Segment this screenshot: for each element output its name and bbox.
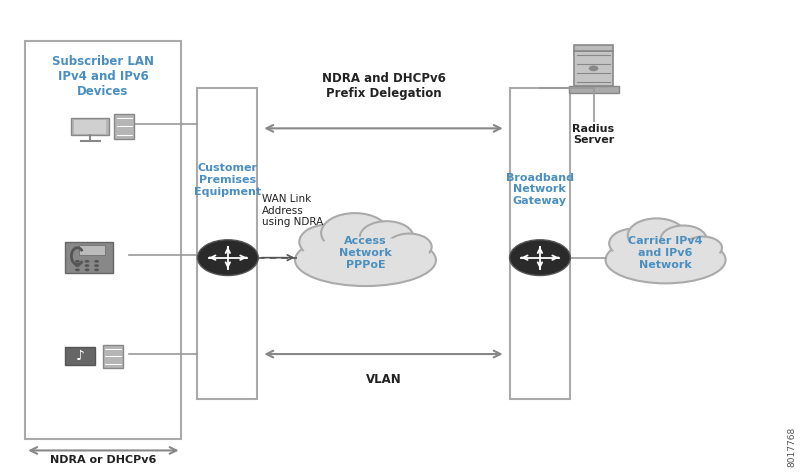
Circle shape — [683, 236, 721, 259]
Ellipse shape — [294, 234, 435, 286]
Text: Access
Network
PPPoE: Access Network PPPoE — [338, 236, 391, 270]
Circle shape — [660, 226, 706, 252]
Ellipse shape — [300, 236, 430, 279]
Bar — [573, 51, 612, 86]
Circle shape — [75, 269, 79, 272]
Bar — [64, 348, 95, 365]
Text: Broadband
Network
Gateway: Broadband Network Gateway — [505, 173, 573, 206]
Circle shape — [627, 219, 685, 252]
Circle shape — [321, 213, 388, 253]
Circle shape — [588, 66, 597, 71]
Bar — [74, 120, 106, 134]
Ellipse shape — [610, 239, 720, 277]
Circle shape — [84, 264, 89, 267]
Text: NDRA or DHCPv6: NDRA or DHCPv6 — [50, 455, 156, 464]
Ellipse shape — [605, 236, 725, 283]
Circle shape — [75, 260, 79, 263]
Circle shape — [94, 264, 99, 267]
Circle shape — [509, 240, 569, 276]
Bar — [65, 242, 113, 273]
Text: VLAN: VLAN — [366, 373, 401, 386]
Text: Carrier IPv4
and IPv6
Network: Carrier IPv4 and IPv6 Network — [627, 236, 702, 270]
Bar — [197, 88, 257, 399]
Text: Customer
Premises
Equipment: Customer Premises Equipment — [193, 164, 261, 197]
Circle shape — [84, 260, 89, 263]
Bar — [71, 117, 109, 135]
Circle shape — [359, 221, 413, 253]
Circle shape — [609, 228, 658, 258]
Circle shape — [84, 269, 89, 272]
Bar — [103, 345, 123, 368]
Bar — [79, 245, 105, 254]
Bar — [573, 45, 612, 51]
Bar — [26, 41, 181, 438]
Circle shape — [94, 269, 99, 272]
Text: 8017768: 8017768 — [786, 427, 795, 467]
Text: NDRA and DHCPv6
Prefix Delegation: NDRA and DHCPv6 Prefix Delegation — [322, 72, 445, 100]
Bar — [509, 88, 569, 399]
Circle shape — [75, 264, 79, 267]
Text: ♪: ♪ — [75, 350, 84, 363]
Text: Subscriber LAN
IPv4 and IPv6
Devices: Subscriber LAN IPv4 and IPv6 Devices — [52, 55, 154, 98]
Circle shape — [94, 260, 99, 263]
Text: Radius
Server: Radius Server — [572, 123, 614, 145]
Bar — [568, 86, 618, 93]
Circle shape — [197, 240, 258, 276]
Text: WAN Link
Address
using NDRA: WAN Link Address using NDRA — [262, 194, 323, 227]
Bar — [114, 114, 134, 139]
Circle shape — [386, 234, 431, 260]
Circle shape — [299, 225, 358, 259]
